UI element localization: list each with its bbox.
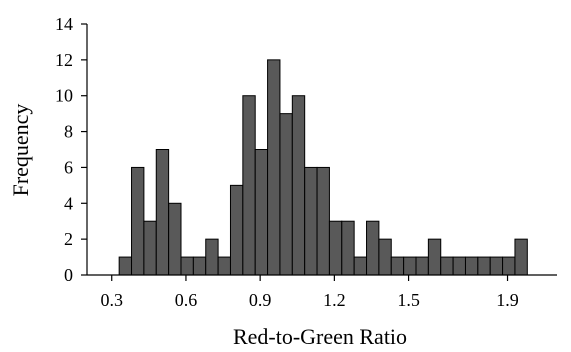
x-tick-label: 0.6 [175,290,198,310]
y-tick-label: 2 [64,229,73,249]
histogram-bar [366,220,380,276]
histogram-bar [279,113,293,276]
histogram-bar [328,220,343,276]
histogram-bar [254,149,269,276]
histogram-bar [390,256,405,276]
histogram-bar [143,220,157,276]
histogram-bar [217,256,231,276]
histogram-bar [180,256,194,276]
y-tick-label: 10 [55,86,73,106]
histogram-bar [291,95,306,276]
x-tick-label: 0.3 [100,290,123,310]
x-tick-label: 1.2 [323,290,346,310]
histogram-bar [155,149,170,276]
histogram-bar [341,220,355,276]
histogram-bar [304,166,318,276]
histogram-bar [192,256,207,276]
histogram-bar [514,238,528,276]
y-axis-title: Frequency [8,104,33,197]
x-ticks-group: 0.3 0.6 0.9 1.2 1.5 1.9 [100,275,519,310]
histogram-bar [378,238,392,276]
y-tick-label: 14 [55,14,73,34]
histogram-bar [168,202,182,276]
histogram-bar [118,256,133,276]
histogram-bar [229,184,244,276]
x-axis-title: Red-to-Green Ratio [233,324,407,349]
bars-group [118,59,528,276]
y-tick-label: 8 [64,122,73,142]
x-tick-label: 1.9 [496,290,519,310]
histogram-bar [415,256,429,276]
histogram-bar [242,95,256,276]
histogram-bar [477,256,491,276]
y-ticks-group: 0 2 4 6 8 10 12 14 [55,14,87,285]
y-tick-label: 12 [55,50,73,70]
y-tick-label: 0 [64,265,73,285]
histogram-bar [440,256,454,276]
histogram-bar [267,59,281,276]
histogram-bar [205,238,219,276]
y-tick-label: 6 [64,157,73,177]
histogram-bar [131,166,145,276]
histogram-bar [316,166,330,276]
x-tick-label: 0.9 [249,290,272,310]
histogram-bar [403,256,417,276]
histogram-bar [502,256,516,276]
histogram-bar [353,256,368,276]
histogram-bar [489,256,504,276]
histogram-bar [427,238,442,276]
histogram-bar [452,256,466,276]
x-tick-label: 1.5 [397,290,420,310]
y-tick-label: 4 [64,193,73,213]
histogram-bar [464,256,479,276]
